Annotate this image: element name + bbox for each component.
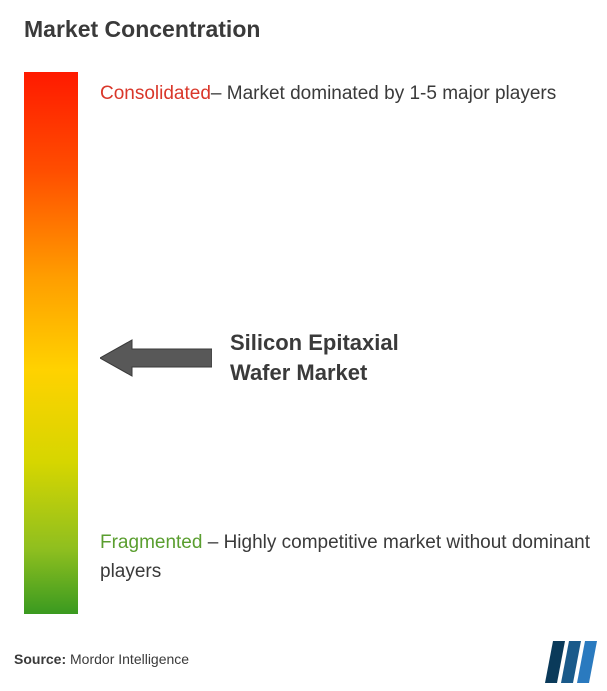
market-name-label: Silicon Epitaxial Wafer Market — [230, 328, 460, 387]
fragmented-highlight: Fragmented — [100, 532, 202, 553]
consolidated-highlight: Consolidated — [100, 83, 211, 104]
page-title: Market Concentration — [24, 16, 260, 43]
source-label: Source: — [14, 651, 66, 667]
arrow-shape — [100, 340, 212, 376]
consolidated-label: Consolidated– Market dominated by 1-5 ma… — [100, 80, 597, 108]
fragmented-label: Fragmented – Highly competitive market w… — [100, 528, 603, 587]
source-attribution: Source: Mordor Intelligence — [14, 651, 189, 667]
concentration-gradient-bar — [24, 72, 78, 614]
brand-logo-icon — [543, 641, 599, 683]
consolidated-rest: – Market dominated by 1-5 major players — [211, 83, 556, 104]
market-pointer: Silicon Epitaxial Wafer Market — [100, 328, 460, 387]
arrow-left-icon — [100, 338, 212, 378]
logo-bars — [545, 641, 597, 683]
source-value: Mordor Intelligence — [70, 651, 189, 667]
